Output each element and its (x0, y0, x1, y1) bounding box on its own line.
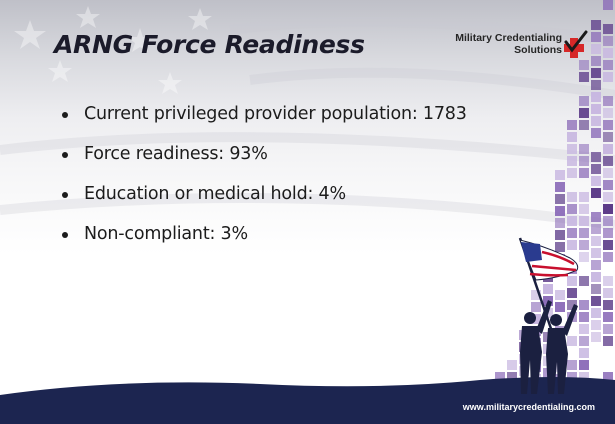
mosaic-tile (555, 362, 565, 372)
mosaic-tile (519, 354, 529, 364)
mosaic-tile (567, 372, 577, 382)
mosaic-tile (579, 336, 589, 346)
bullet-non-compliant: Non-compliant: 3% (62, 224, 467, 264)
mosaic-tile (591, 332, 601, 342)
mosaic-tile (603, 336, 613, 346)
logo-text-line1: Military Credentialing (455, 32, 562, 44)
mosaic-tile (567, 360, 577, 370)
red-check-cross-icon (564, 30, 588, 58)
mosaic-tile (591, 392, 601, 402)
mosaic-tile (543, 344, 553, 354)
slide-title: ARNG Force Readiness (54, 30, 365, 59)
mosaic-tile (531, 338, 541, 348)
bullet-dot (62, 232, 68, 238)
mosaic-tile (519, 342, 529, 352)
bullet-dot (62, 192, 68, 198)
bullet-text: Current privileged provider population: … (84, 104, 467, 124)
mosaic-tile (579, 384, 589, 394)
mosaic-tile (531, 374, 541, 384)
mosaic-tile (579, 360, 589, 370)
mosaic-tile (555, 350, 565, 360)
bullet-list: Current privileged provider population: … (62, 104, 467, 264)
mosaic-tile (555, 338, 565, 348)
mosaic-tile (507, 372, 517, 382)
mosaic-tile (555, 386, 565, 396)
footer-website-url: www.militarycredentialing.com (462, 402, 595, 412)
bullet-provider-population: Current privileged provider population: … (62, 104, 467, 144)
mosaic-tile (567, 336, 577, 346)
mosaic-tile (579, 372, 589, 382)
bullet-text: Education or medical hold: 4% (84, 184, 346, 204)
mosaic-tile (495, 372, 505, 382)
mosaic-tile (519, 366, 529, 376)
bullet-dot (62, 112, 68, 118)
hill-silhouette (0, 377, 615, 424)
mosaic-tile (603, 372, 613, 382)
bullet-text: Force readiness: 93% (84, 144, 268, 164)
bullet-force-readiness: Force readiness: 93% (62, 144, 467, 184)
bullet-education-medical-hold: Education or medical hold: 4% (62, 184, 467, 224)
mosaic-tile (603, 384, 613, 394)
mosaic-tile (519, 378, 529, 388)
mosaic-tile (543, 332, 553, 342)
mosaic-tile (543, 380, 553, 390)
company-logo: Military Credentialing Solutions (426, 30, 592, 60)
mosaic-tile (495, 384, 505, 394)
mosaic-tile (591, 380, 601, 390)
mosaic-tile (531, 350, 541, 360)
mosaic-tile (519, 330, 529, 340)
mosaic-tile (555, 374, 565, 384)
mosaic-tile (507, 360, 517, 370)
bullet-dot (62, 152, 68, 158)
bullet-text: Non-compliant: 3% (84, 224, 248, 244)
mosaic-tile (543, 356, 553, 366)
mosaic-tile (531, 362, 541, 372)
mosaic-tile (543, 392, 553, 402)
flag-background (0, 17, 615, 230)
mosaic-tile (567, 384, 577, 394)
mosaic-tile (543, 368, 553, 378)
mosaic-tile (531, 386, 541, 396)
logo-text-line2: Solutions (514, 44, 562, 56)
mosaic-tile (579, 348, 589, 358)
